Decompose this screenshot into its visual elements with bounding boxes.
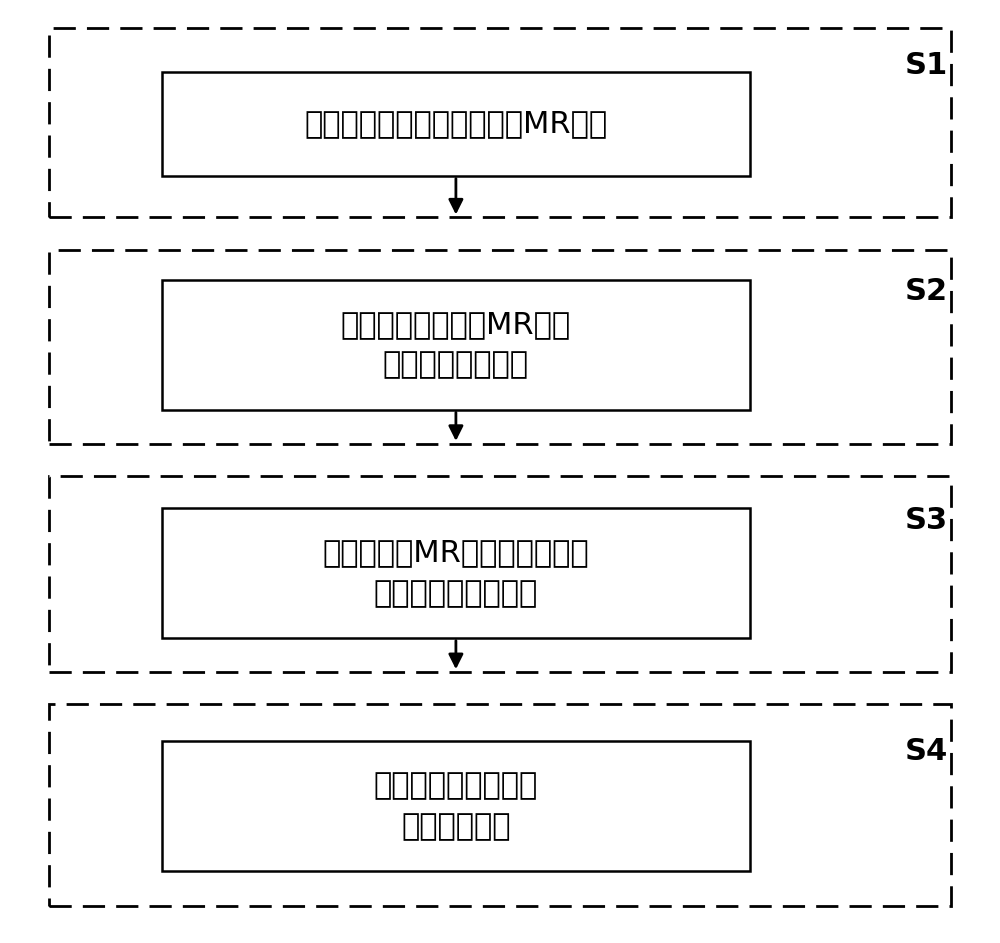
FancyBboxPatch shape <box>49 704 951 906</box>
Text: 读取同一病例中不同序列的MR图像: 读取同一病例中不同序列的MR图像 <box>304 109 607 139</box>
Text: S4: S4 <box>905 736 948 766</box>
FancyBboxPatch shape <box>49 476 951 672</box>
Text: S3: S3 <box>905 505 948 535</box>
FancyBboxPatch shape <box>49 28 951 217</box>
FancyBboxPatch shape <box>162 280 750 409</box>
Text: 选取其中一个序列MR图像
的肿瘤区域种子点: 选取其中一个序列MR图像 的肿瘤区域种子点 <box>341 310 571 380</box>
Text: S1: S1 <box>905 51 948 80</box>
FancyBboxPatch shape <box>162 73 750 175</box>
FancyBboxPatch shape <box>162 508 750 637</box>
FancyBboxPatch shape <box>49 250 951 444</box>
Text: 对其他序列MR图像进行相似度
查找并计算能量函数: 对其他序列MR图像进行相似度 查找并计算能量函数 <box>323 538 589 608</box>
FancyBboxPatch shape <box>162 741 750 870</box>
Text: 使用图割算法进行脑
肿瘤区域分割: 使用图割算法进行脑 肿瘤区域分割 <box>374 771 538 841</box>
Text: S2: S2 <box>905 277 948 306</box>
